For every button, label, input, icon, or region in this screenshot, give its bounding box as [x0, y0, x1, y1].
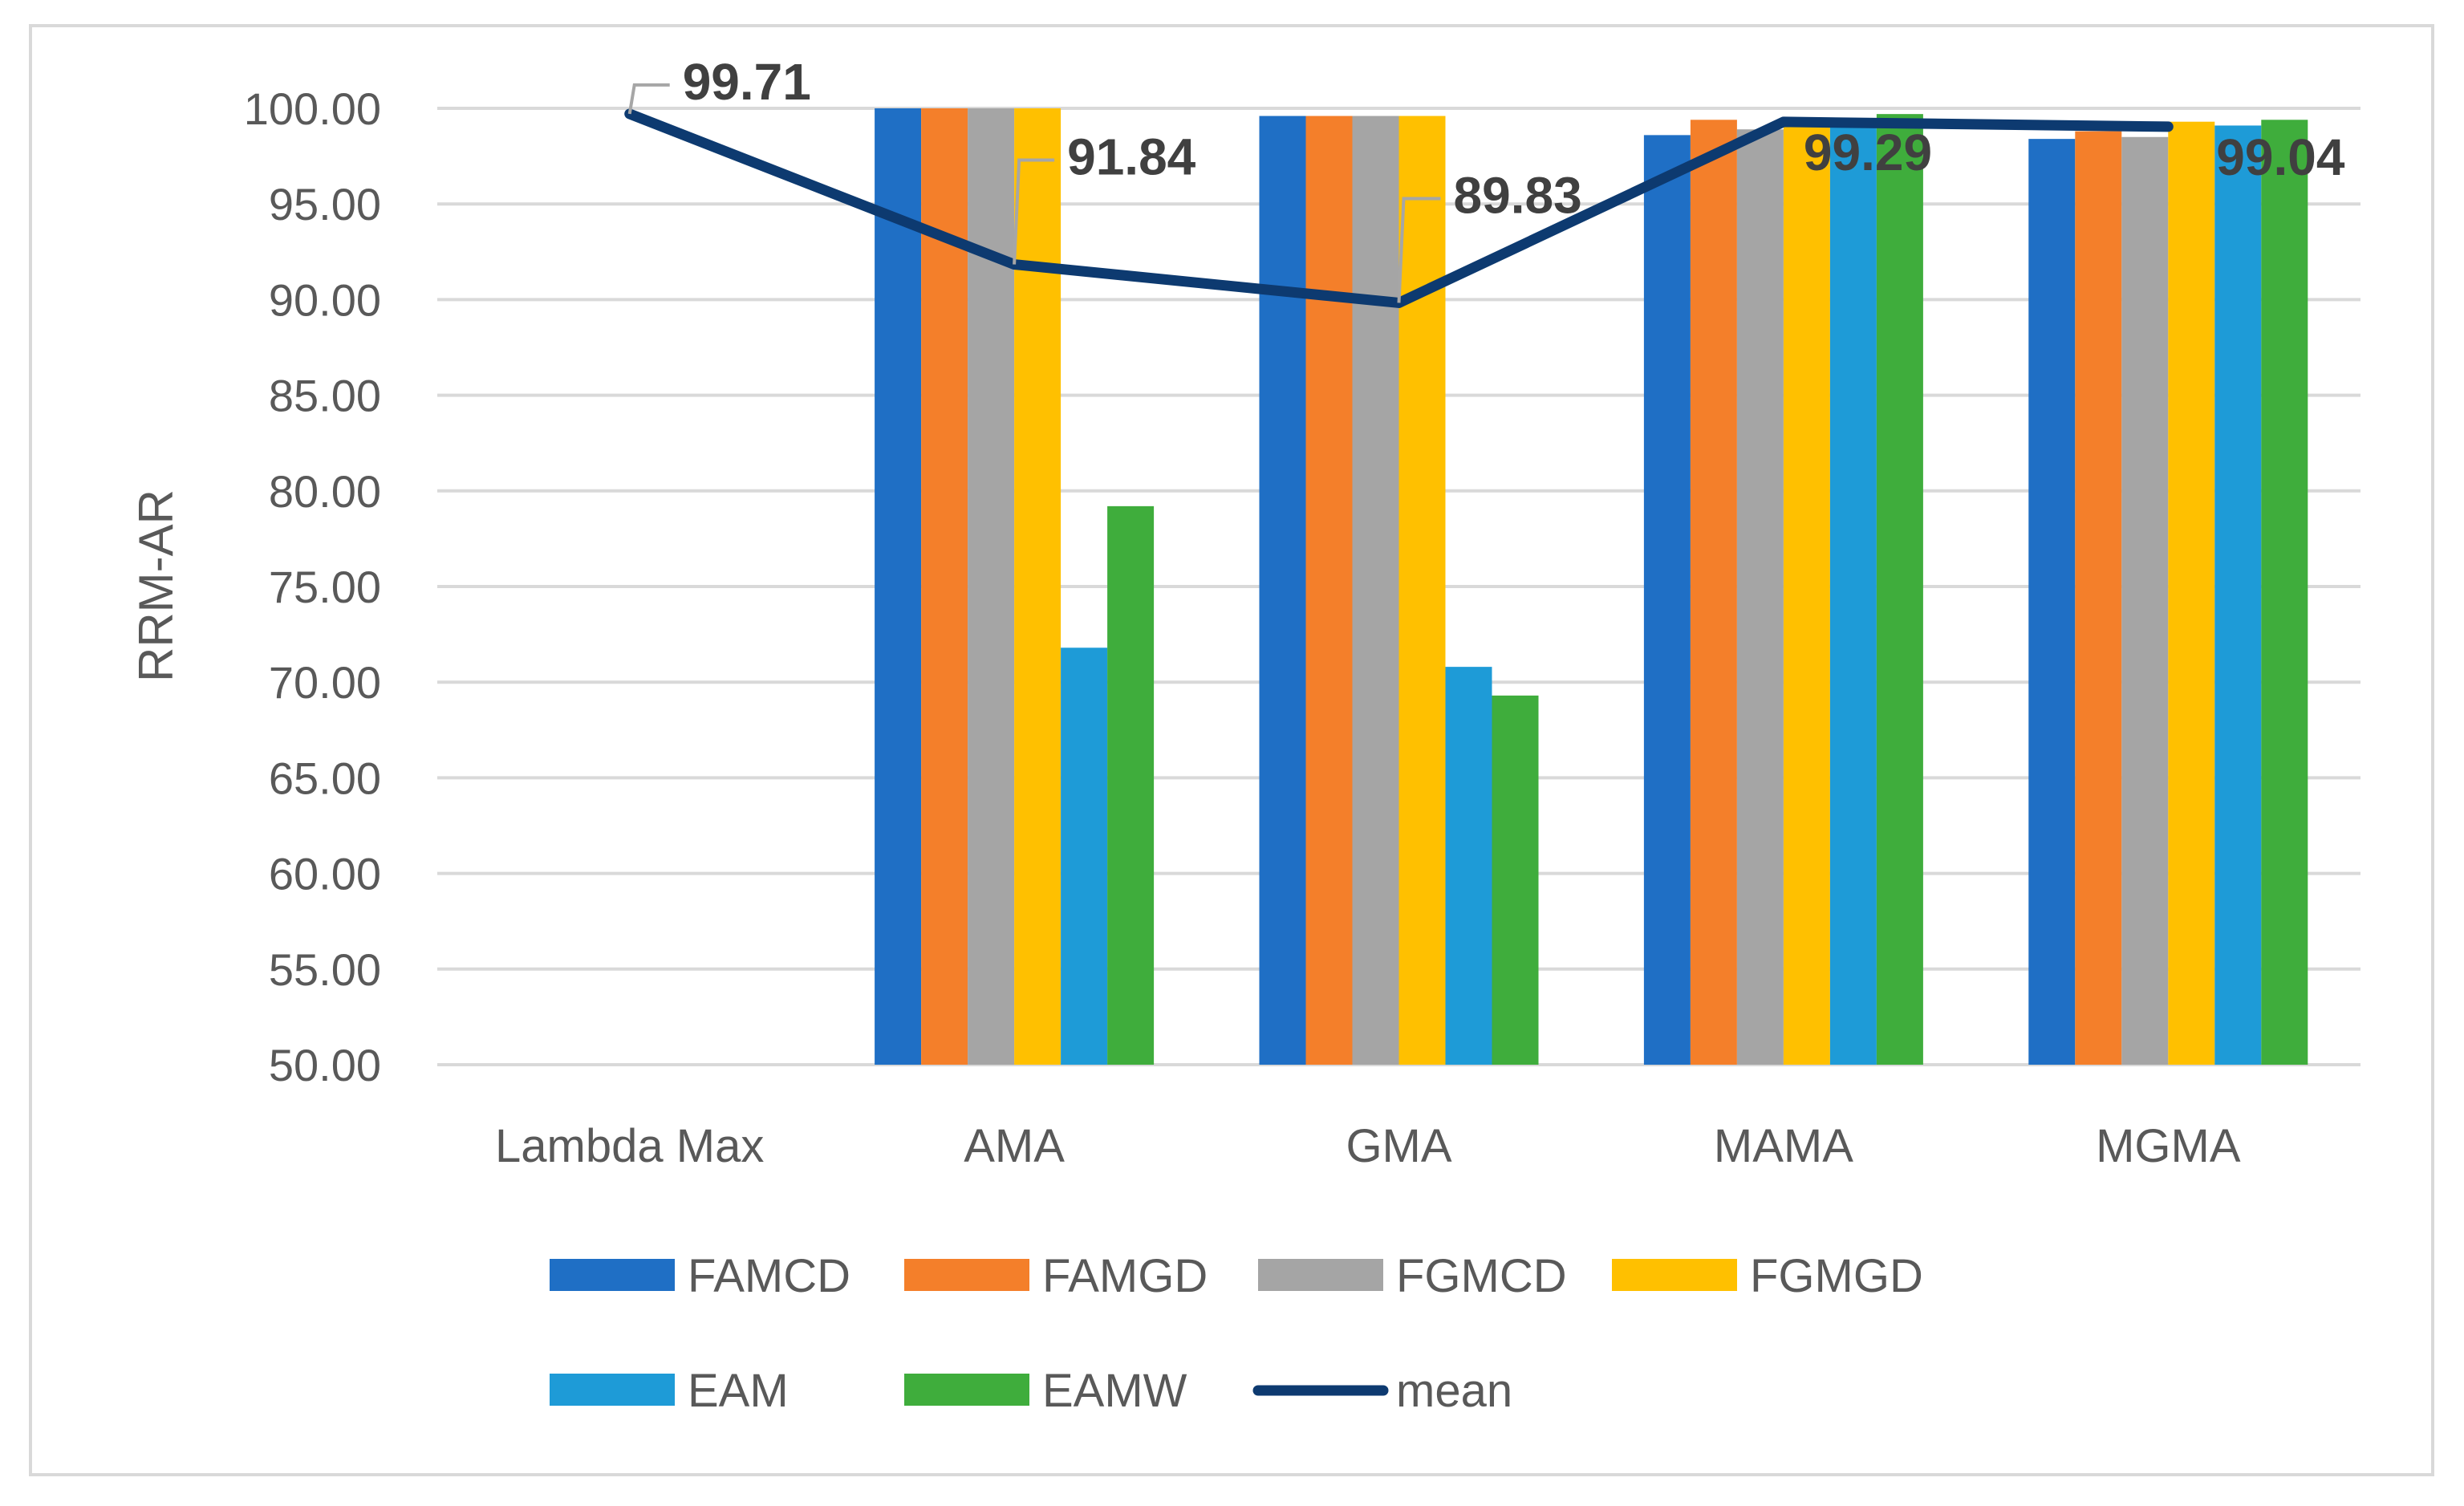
bar-famgd-mama [1690, 120, 1737, 1066]
x-category-label: GMA [1346, 1120, 1451, 1172]
bar-eam-ama [1061, 647, 1108, 1065]
legend-swatch-eamw [904, 1374, 1029, 1406]
y-tick-label: 95.00 [269, 179, 381, 229]
y-tick-label: 100.00 [244, 83, 381, 134]
bar-fgmgd-mgma [2168, 121, 2215, 1066]
data-label-leader [1397, 197, 1441, 303]
legend-swatch-famcd [550, 1259, 675, 1291]
mean-line-group: 99.71 91.84 89.83 99.29 99.04 [624, 53, 2345, 308]
x-category-label: MGMA [2096, 1120, 2241, 1172]
bar-fgmgd-ama [1014, 108, 1062, 1065]
mean-data-label: 89.83 [1454, 166, 1582, 224]
bar-fgmcd-mama [1736, 129, 1784, 1065]
y-tick-label: 70.00 [269, 657, 381, 708]
bar-famcd-mama [1643, 135, 1691, 1066]
legend-swatch-fgmgd [1612, 1259, 1737, 1291]
mean-data-label: 99.29 [1804, 124, 1932, 181]
legend-label: mean [1396, 1365, 1512, 1417]
bar-eamw-mgma [2261, 120, 2308, 1066]
data-label-leader [627, 83, 670, 115]
legend-swatch-fgmcd [1258, 1259, 1383, 1291]
bar-eam-mgma [2214, 125, 2262, 1065]
mean-data-label: 99.04 [2216, 128, 2345, 186]
bar-fgmgd-gma [1398, 116, 1446, 1065]
legend-label: FGMGD [1750, 1250, 1923, 1302]
bar-eamw-gma [1492, 695, 1539, 1065]
legend-swatch-famgd [904, 1259, 1029, 1291]
bar-fgmcd-ama [968, 108, 1015, 1065]
legend-swatch-eam [550, 1374, 675, 1406]
bar-eam-mama [1829, 125, 1877, 1065]
legend-label: FAMCD [688, 1250, 850, 1302]
y-tick-label: 90.00 [269, 274, 381, 325]
bar-famcd-ama [875, 108, 922, 1065]
bar-famgd-gma [1305, 116, 1353, 1065]
legend-label: EAMW [1042, 1365, 1187, 1417]
bar-fgmgd-mama [1783, 124, 1830, 1065]
x-category-label: MAMA [1714, 1120, 1853, 1172]
mean-data-label: 91.84 [1067, 128, 1196, 186]
x-axis-categories: Lambda Max AMA GMA MAMA MGMA [495, 1120, 2241, 1172]
legend-label: FAMGD [1042, 1250, 1208, 1302]
data-label-leader [1013, 158, 1055, 265]
y-tick-label: 85.00 [269, 371, 381, 421]
bar-eamw-ama [1107, 505, 1155, 1065]
bar-fgmcd-mgma [2121, 136, 2169, 1065]
bars [875, 108, 2308, 1066]
x-category-label: Lambda Max [495, 1120, 764, 1172]
y-axis-title: RRM-AR [129, 489, 183, 682]
bar-eamw-mama [1876, 114, 1923, 1066]
bar-fgmcd-gma [1352, 116, 1399, 1065]
y-tick-label: 50.00 [269, 1040, 381, 1090]
bar-famcd-mgma [2028, 139, 2076, 1065]
y-tick-label: 75.00 [269, 562, 381, 612]
y-axis-ticks: 50.00 55.00 60.00 65.00 70.00 75.00 80.00 85.00… [244, 83, 381, 1090]
bar-famgd-mgma [2075, 131, 2122, 1065]
y-tick-label: 55.00 [269, 944, 381, 995]
x-category-label: AMA [964, 1120, 1065, 1172]
y-tick-label: 80.00 [269, 466, 381, 517]
y-tick-label: 60.00 [269, 849, 381, 899]
y-tick-label: 65.00 [269, 753, 381, 803]
bar-eam-gma [1445, 667, 1492, 1065]
legend: FAMCD FAMGD FGMCD FGMGD EAM EAMW mean [550, 1250, 1923, 1417]
bar-famgd-ama [921, 108, 968, 1065]
bar-famcd-gma [1259, 116, 1306, 1065]
mean-data-label: 99.71 [683, 53, 811, 111]
legend-label: FGMCD [1396, 1250, 1567, 1302]
legend-label: EAM [688, 1365, 789, 1417]
